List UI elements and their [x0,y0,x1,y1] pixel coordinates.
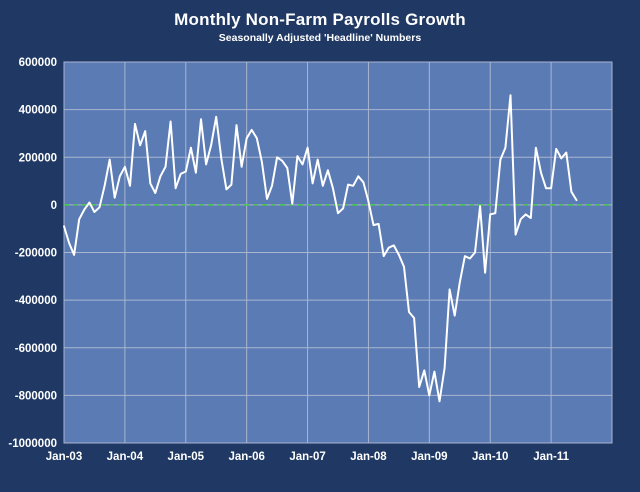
x-axis-tick-label: Jan-03 [46,451,82,463]
x-axis-tick-label: Jan-04 [107,451,144,463]
y-axis-tick-label: 600000 [19,57,57,69]
x-axis-tick-label: Jan-06 [228,451,264,463]
y-axis-tick-label: 0 [51,200,57,212]
y-axis-tick-label: -400000 [15,295,57,307]
chart-title: Monthly Non-Farm Payrolls Growth [174,10,466,29]
y-axis-tick-label: 400000 [19,105,57,117]
y-axis-tick-label: -800000 [15,390,57,402]
chart-subtitle: Seasonally Adjusted 'Headline' Numbers [218,32,422,44]
x-axis-tick-label: Jan-09 [411,451,447,463]
x-axis-tick-label: Jan-10 [472,451,508,463]
x-axis-tick-label: Jan-11 [533,451,569,463]
x-axis-tick-label: Jan-08 [350,451,387,463]
y-axis-tick-label: -600000 [15,343,57,355]
x-axis-tick-label: Jan-07 [289,451,325,463]
x-axis-tick-label: Jan-05 [168,451,205,463]
y-axis-tick-label: -200000 [15,248,57,260]
payrolls-line [63,94,578,403]
y-axis-tick-label: -1000000 [8,438,57,450]
y-axis-tick-label: 200000 [19,152,57,164]
plot-border [63,61,613,444]
chart-header: Monthly Non-Farm Payrolls Growth Seasona… [0,10,640,44]
